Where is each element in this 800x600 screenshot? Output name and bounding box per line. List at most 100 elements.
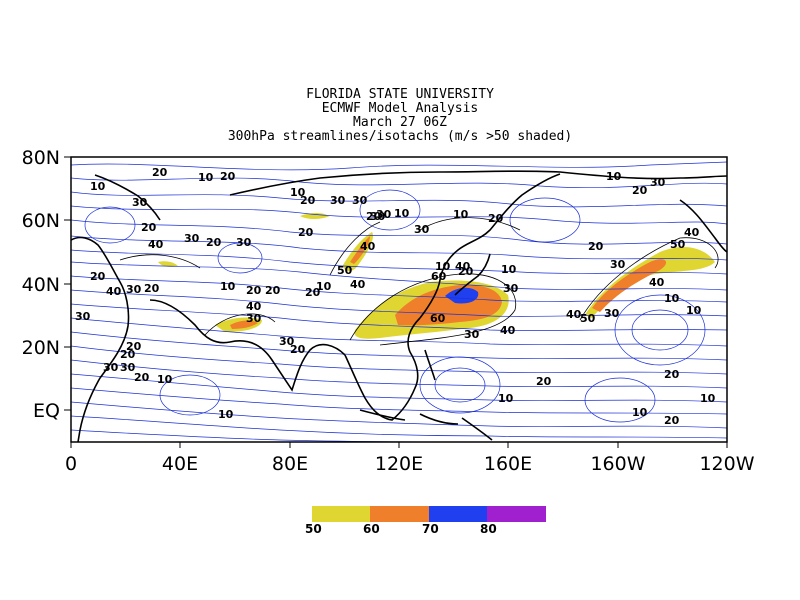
jet-mongolia-50 [300, 213, 330, 219]
isotach-label: 20 [298, 226, 314, 239]
isotach-label: 10 [686, 304, 702, 317]
isotach-label: 30 [236, 236, 252, 249]
isotach-label: 20 [290, 343, 306, 356]
isotach-label: 60 [430, 312, 446, 325]
jet-iran-60 [230, 320, 258, 329]
axis-ticks [64, 156, 728, 448]
lat-label-60n: 60N [22, 210, 60, 232]
lat-label-eq: EQ [33, 400, 60, 422]
isotach-label: 10 [220, 280, 236, 293]
isotach-label: 40 [455, 260, 471, 273]
isotach-label: 20 [206, 236, 222, 249]
isotach-label: 10 [90, 180, 106, 193]
isotach-label: 10 [632, 406, 648, 419]
isotach-label: 10 [606, 170, 622, 183]
legend-swatch-80 [487, 506, 546, 522]
isotach-label: 20 [305, 286, 321, 299]
jet-pacific-50 [585, 247, 715, 318]
isotach-label: 10 [498, 392, 514, 405]
lat-label-20n: 20N [22, 337, 60, 359]
lat-label-80n: 80N [22, 147, 60, 169]
isotach-label: 20 [144, 282, 160, 295]
isotach-label: 30 [464, 328, 480, 341]
isotach-label: 20 [632, 184, 648, 197]
isotach-label: 20 [120, 348, 136, 361]
isotach-label: 10 [664, 292, 680, 305]
isotach-label: 30 [604, 307, 620, 320]
isotach-label: 20 [134, 371, 150, 384]
lon-label-120w: 120W [699, 453, 754, 475]
lat-label-40n: 40N [22, 274, 60, 296]
isotach-label: 40 [350, 278, 366, 291]
isotach-label: 30 [184, 232, 200, 245]
isotach-label: 40 [566, 308, 582, 321]
isotach-label: 10 [218, 408, 234, 421]
isotach-label: 30 [352, 194, 368, 207]
legend-label-80: 80 [480, 522, 497, 536]
title-date: March 27 06Z [353, 115, 447, 130]
coast-europe-africa [71, 236, 130, 442]
isotach-label: 40 [649, 276, 665, 289]
isotach-label: 30 [120, 361, 136, 374]
isotach-label: 30 [279, 335, 295, 348]
isotach-label: 40 [148, 238, 164, 251]
isotach-label: 30 [75, 310, 91, 323]
title-institution: FLORIDA STATE UNIVERSITY [306, 87, 494, 102]
isotach-label: 10 [198, 171, 214, 184]
legend-swatch-50 [312, 506, 370, 522]
coast-alaska [679, 199, 727, 253]
isotach-label: 20 [488, 212, 504, 225]
isotach-label: 40 [246, 300, 262, 313]
latitude-labels: 80N 60N 40N 20N EQ [22, 147, 60, 422]
lon-label-40e: 40E [162, 453, 198, 475]
legend-label-70: 70 [422, 522, 439, 536]
isotach-label: 30 [126, 283, 142, 296]
isotach-label: 30 [610, 258, 626, 271]
isotach-label: 20 [265, 284, 281, 297]
lon-label-160e: 160E [484, 453, 532, 475]
coast-japan [454, 253, 491, 296]
legend-swatch-70 [429, 506, 487, 522]
isotach-label: 30 [650, 176, 666, 189]
map-title-block: FLORIDA STATE UNIVERSITY ECMWF Model Ana… [200, 88, 600, 144]
coast-philippines [424, 349, 436, 381]
legend-label-60: 60 [363, 522, 380, 536]
lon-label-80e: 80E [272, 453, 308, 475]
isotach-label: 50 [670, 238, 686, 251]
isotach-label: 10 [501, 263, 517, 276]
isotach-label: 40 [684, 226, 700, 239]
coast-siberia [229, 170, 727, 196]
isotach-label: 20 [664, 414, 680, 427]
isotach-label: 20 [90, 270, 106, 283]
lon-label-120e: 120E [375, 453, 423, 475]
isotach-label: 30 [376, 208, 392, 221]
longitude-labels: 0 40E 80E 120E 160E 160W 120W [65, 453, 755, 475]
isotach-label: 30 [370, 210, 386, 223]
color-legend [312, 506, 546, 522]
map-plot-area: 10 20 10 20 10 20 30 20 30 20 30 10 40 3… [71, 161, 727, 442]
isotach-label: 10 [290, 186, 306, 199]
coast-scandinavia [94, 174, 161, 221]
isotach-label: 60 [431, 270, 447, 283]
isotach-contours [119, 217, 719, 346]
isotach-label: 50 [580, 312, 596, 325]
isotach-label: 40 [360, 240, 376, 253]
legend-swatch-60 [370, 506, 429, 522]
lon-label-160w: 160W [590, 453, 645, 475]
isotach-label: 10 [700, 392, 716, 405]
isotach-label: 40 [500, 324, 516, 337]
isotach-label: 30 [103, 361, 119, 374]
isotach-label: 50 [337, 264, 353, 277]
isotach-label: 20 [246, 284, 262, 297]
isotach-label: 10 [394, 207, 410, 220]
legend-label-50: 50 [305, 522, 322, 536]
jet-china-60 [350, 236, 370, 264]
isotach-label: 30 [132, 196, 148, 209]
isotach-labels: 10 20 10 20 10 20 30 20 30 20 30 10 40 3… [75, 166, 716, 427]
title-model: ECMWF Model Analysis [321, 101, 479, 116]
isotach-label: 20 [458, 265, 474, 278]
isotach-label: 20 [126, 340, 142, 353]
coast-indonesia [359, 409, 493, 441]
isotach-label: 10 [157, 373, 173, 386]
